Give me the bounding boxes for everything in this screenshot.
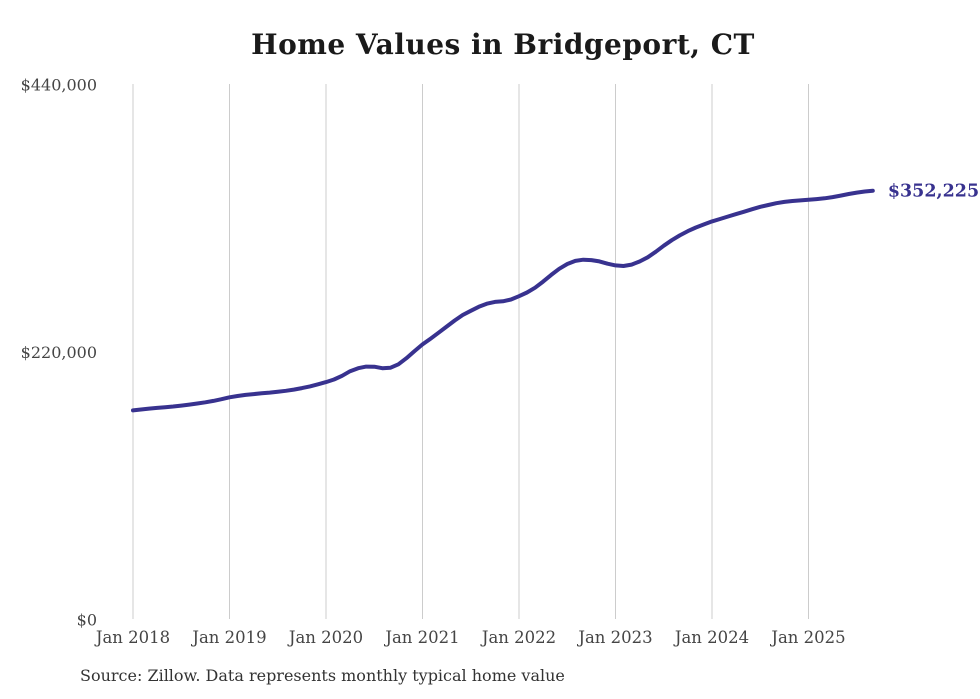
x-tick-label: Jan 2018 [94, 628, 170, 647]
source-note: Source: Zillow. Data represents monthly … [80, 666, 565, 685]
x-tick-label: Jan 2019 [190, 628, 266, 647]
end-value-label: $352,225 [888, 182, 979, 202]
x-tick-label: Jan 2020 [287, 628, 363, 647]
x-tick-label: Jan 2021 [383, 628, 459, 647]
y-tick-label: $0 [77, 611, 97, 630]
x-tick-label: Jan 2022 [480, 628, 556, 647]
home-value-line [131, 188, 875, 413]
x-tick-label: Jan 2024 [673, 628, 749, 647]
x-tick-label: Jan 2023 [576, 628, 652, 647]
y-tick-label: $220,000 [21, 343, 97, 362]
y-tick-label: $440,000 [21, 76, 97, 95]
x-tick-label: Jan 2025 [769, 628, 845, 647]
chart-title: Home Values in Bridgeport, CT [251, 28, 755, 61]
